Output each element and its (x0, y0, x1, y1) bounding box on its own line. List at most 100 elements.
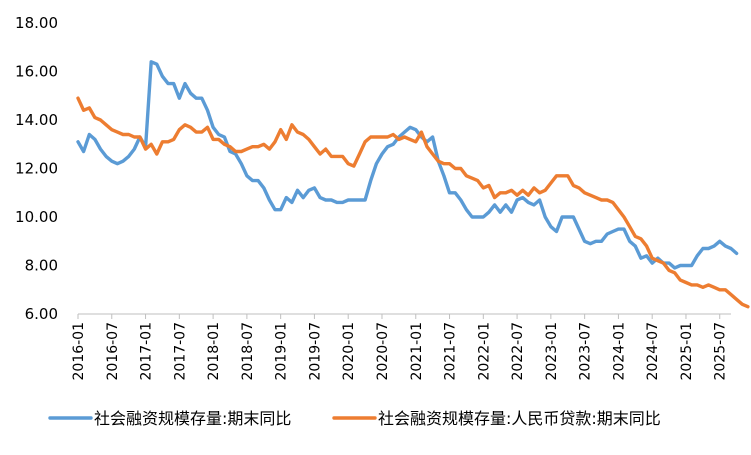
data-point (668, 262, 670, 264)
data-point (499, 211, 501, 213)
data-point (595, 240, 597, 242)
data-point (640, 257, 642, 259)
data-point (730, 294, 732, 296)
data-point (494, 204, 496, 206)
data-point (161, 75, 163, 77)
data-point (477, 180, 479, 182)
data-point (94, 117, 96, 119)
data-point (319, 153, 321, 155)
x-tick-label: 2019-01 (274, 322, 290, 381)
data-point (629, 240, 631, 242)
data-point (409, 138, 411, 140)
data-point (544, 189, 546, 191)
data-point (527, 201, 529, 203)
data-point (713, 245, 715, 247)
y-tick-label: 12.00 (15, 160, 58, 178)
x-tick-label: 2025-01 (679, 322, 695, 381)
data-point (235, 150, 237, 153)
data-point (460, 167, 462, 170)
x-tick-label: 2023-01 (544, 322, 560, 381)
data-point (584, 240, 586, 242)
data-point (612, 230, 614, 233)
data-point (409, 126, 411, 128)
data-point (420, 131, 422, 133)
data-point (308, 189, 310, 191)
x-tick-label: 2025-07 (713, 322, 729, 381)
data-point (302, 197, 304, 199)
data-point (674, 267, 676, 269)
data-point (313, 187, 315, 189)
x-tick-label: 2016-07 (105, 322, 121, 381)
data-point (612, 201, 614, 203)
data-point (629, 226, 631, 228)
x-tick-label: 2021-01 (409, 322, 425, 381)
data-point (184, 83, 186, 85)
data-point (679, 264, 681, 267)
data-point (77, 97, 79, 99)
data-point (499, 192, 501, 194)
data-point (195, 131, 197, 133)
data-point (696, 284, 698, 286)
data-point (578, 228, 580, 230)
legend: 社会融资规模存量:期末同比 社会融资规模存量:人民币贷款:期末同比 (48, 409, 661, 428)
data-point (747, 306, 749, 308)
data-point (375, 163, 377, 165)
x-tick-label: 2024-01 (611, 322, 627, 381)
data-point (133, 136, 135, 138)
data-point (296, 189, 299, 191)
data-point (477, 216, 479, 218)
data-point (88, 133, 90, 136)
data-point (201, 97, 203, 99)
data-point (178, 129, 180, 131)
data-point (302, 133, 304, 136)
legend-item-1: 社会融资规模存量:期末同比 (48, 409, 291, 428)
x-tick-label: 2020-07 (375, 322, 391, 381)
data-point (116, 131, 118, 133)
data-point (206, 126, 209, 128)
data-point (274, 141, 276, 143)
data-point (724, 245, 727, 247)
data-point (83, 150, 85, 153)
data-point (387, 146, 389, 148)
data-point (724, 289, 727, 291)
data-point (353, 199, 355, 201)
data-point (646, 255, 648, 257)
data-point (313, 146, 315, 148)
data-point (465, 209, 467, 211)
data-point (443, 175, 445, 177)
data-point (240, 163, 242, 165)
data-point (218, 138, 220, 140)
data-point (291, 201, 293, 203)
data-point (387, 136, 389, 138)
data-point (572, 216, 575, 218)
x-tick-label: 2022-07 (510, 322, 526, 381)
data-point (640, 238, 642, 240)
data-point (561, 216, 563, 218)
data-point (342, 201, 344, 203)
data-point (465, 175, 467, 177)
data-point (634, 245, 636, 247)
data-point (251, 146, 254, 148)
data-point (550, 182, 552, 184)
data-point (415, 129, 417, 131)
data-point (375, 136, 377, 138)
data-point (696, 255, 698, 257)
data-point (651, 257, 653, 259)
y-tick-label: 6.00 (25, 305, 58, 323)
data-point (448, 163, 451, 165)
series-1 (76, 60, 739, 270)
legend-label: 社会融资规模存量:人民币贷款:期末同比 (378, 409, 661, 428)
data-point (448, 192, 451, 194)
data-point (403, 136, 406, 138)
x-tick-label: 2021-07 (443, 322, 459, 381)
data-point (229, 150, 231, 153)
data-point (392, 143, 394, 145)
data-point (370, 136, 372, 138)
data-point (145, 148, 147, 150)
data-point (257, 180, 259, 182)
data-point (685, 281, 687, 284)
data-point (510, 189, 513, 191)
data-point (702, 247, 704, 250)
data-point (263, 143, 265, 145)
